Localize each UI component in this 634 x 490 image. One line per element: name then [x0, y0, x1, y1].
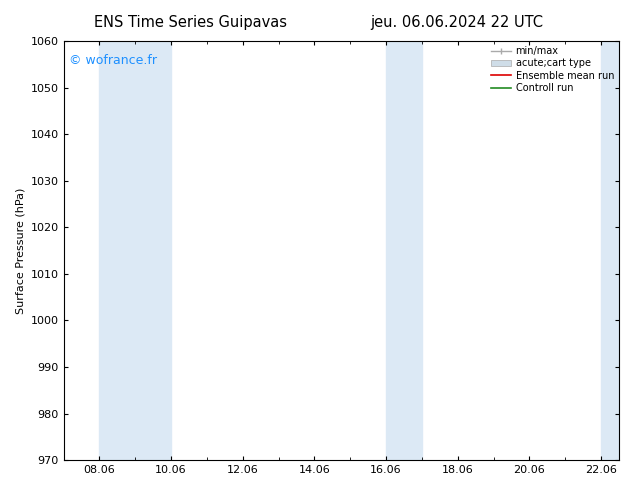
Legend: min/max, acute;cart type, Ensemble mean run, Controll run: min/max, acute;cart type, Ensemble mean … [489, 44, 616, 95]
Bar [100, 41, 171, 460]
Text: ENS Time Series Guipavas: ENS Time Series Guipavas [94, 15, 287, 30]
Text: © wofrance.fr: © wofrance.fr [69, 53, 157, 67]
Y-axis label: Surface Pressure (hPa): Surface Pressure (hPa) [15, 187, 25, 314]
Bar [601, 41, 619, 460]
Text: jeu. 06.06.2024 22 UTC: jeu. 06.06.2024 22 UTC [370, 15, 543, 30]
Bar [386, 41, 422, 460]
